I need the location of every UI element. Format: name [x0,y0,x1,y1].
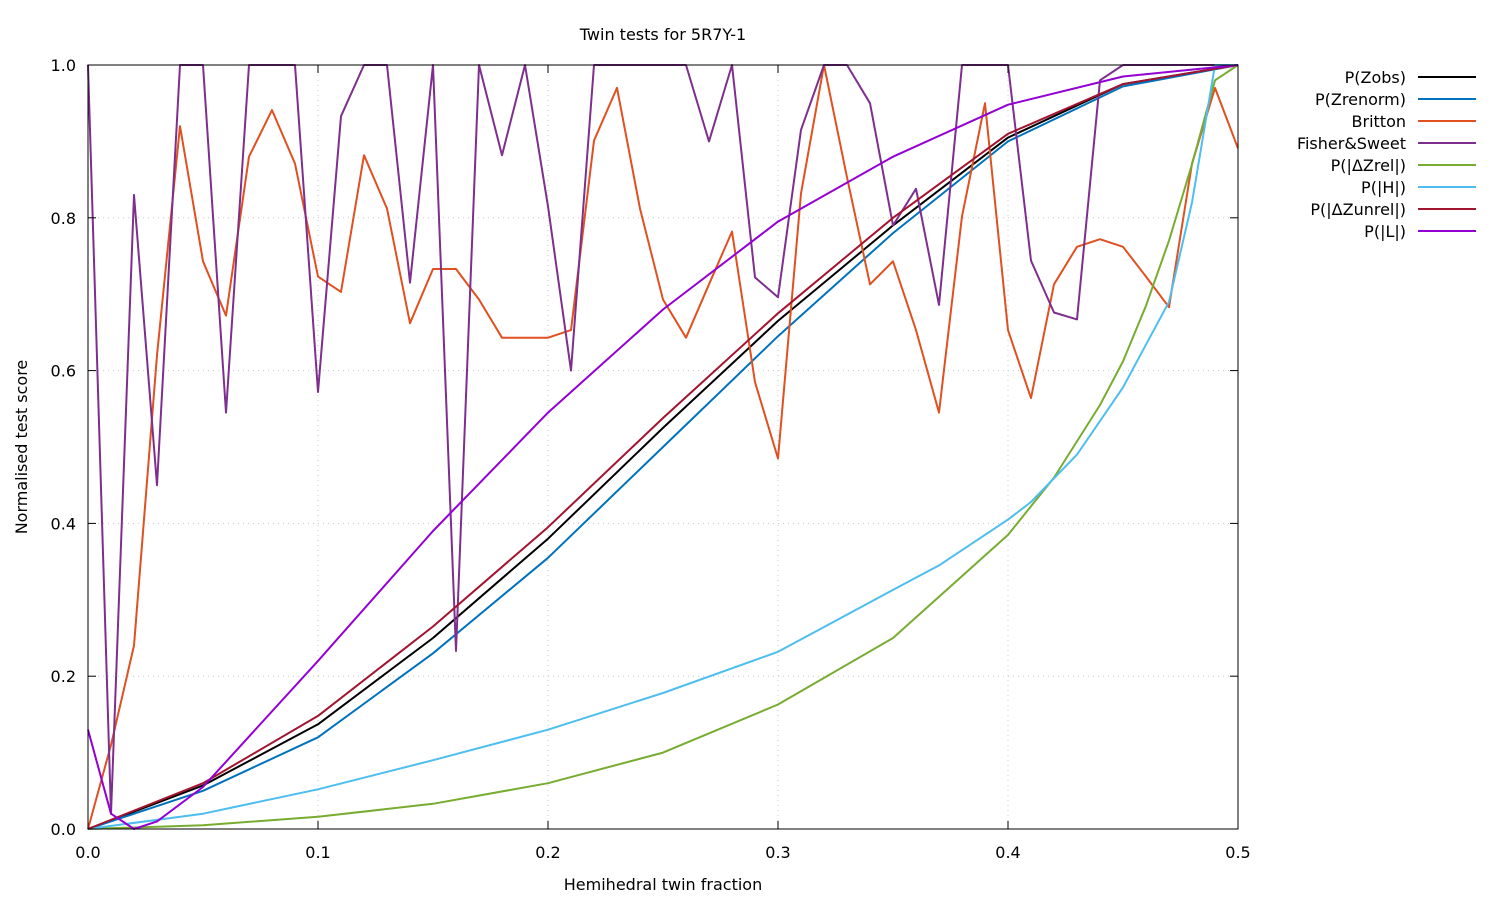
series-line-p-zrenorm [87,64,1239,830]
chart-title: Twin tests for 5R7Y-1 [579,25,746,44]
series-line-p-zunrel [87,64,1239,830]
y-tick-label: 0.0 [51,820,76,839]
series-line-britton [87,64,1239,830]
series-line-fisher-sweet [87,64,1238,815]
series-line-p-zobs [87,64,1239,830]
x-tick-label: 0.3 [765,843,790,862]
series-line-p-h [87,64,1238,830]
x-tick-label: 0.5 [1225,843,1250,862]
legend-label: Fisher&Sweet [1297,134,1406,153]
y-tick-label: 1.0 [51,56,76,75]
ticks: 0.0 0.1 0.2 0.3 0.4 0.5 0.0 0.2 0.4 0.6 0.8 1.0 [51,56,1251,862]
series-group [87,64,1239,830]
x-tick-label: 0.1 [305,843,330,862]
legend-label: P(|ΔZrel|) [1331,156,1406,175]
series-line-p-zrel [87,64,1239,830]
y-tick-label: 0.2 [51,667,76,686]
x-axis-label: Hemihedral twin fraction [564,875,762,894]
legend-label: P(|H|) [1361,178,1406,197]
grid [88,65,1238,829]
legend-label: P(|L|) [1364,222,1406,241]
legend: P(Zobs) P(Zrenorm) Britton Fisher&Sweet P(|Δ… [1297,68,1476,241]
legend-label: P(|ΔZunrel|) [1310,200,1406,219]
plot-frame [87,64,1239,830]
y-tick-label: 0.6 [51,362,76,381]
x-tick-label: 0.4 [995,843,1020,862]
y-tick-label: 0.4 [51,514,76,533]
legend-label: Britton [1352,112,1406,131]
y-axis-label: Normalised test score [12,360,31,535]
y-tick-label: 0.8 [51,209,76,228]
x-tick-label: 0.0 [75,843,100,862]
x-tick-label: 0.2 [535,843,560,862]
legend-label: P(Zrenorm) [1315,90,1406,109]
legend-label: P(Zobs) [1345,68,1406,87]
series-line-p-l [87,64,1239,830]
